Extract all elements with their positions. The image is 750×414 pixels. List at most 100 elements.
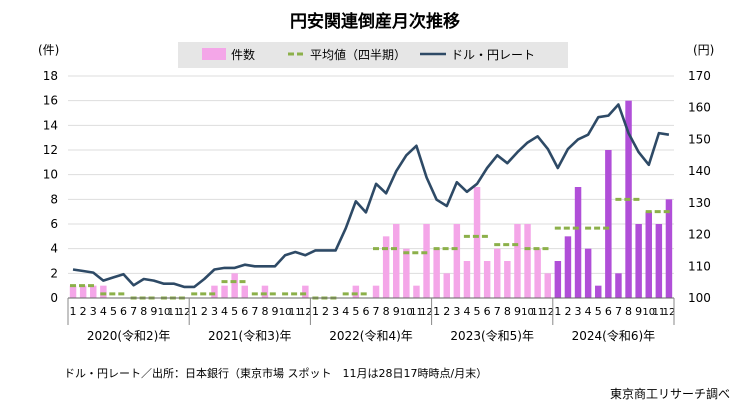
year-label: 2022(令和4)年: [329, 328, 413, 343]
count-bar: [473, 187, 481, 298]
month-tick-label: 6: [484, 305, 491, 318]
month-tick-label: 12: [299, 307, 312, 318]
month-tick-label: 12: [541, 307, 554, 318]
right-tick-label: 130: [688, 196, 711, 210]
count-bar: [443, 273, 450, 298]
month-tick-label: 3: [575, 305, 582, 318]
month-tick-label: 4: [100, 305, 107, 318]
month-tick-label: 2: [564, 305, 571, 318]
month-tick-label: 11: [531, 307, 544, 318]
count-bar: [605, 150, 612, 298]
month-tick-label: 4: [463, 305, 470, 318]
right-tick-label: 110: [688, 259, 711, 273]
year-label: 2021(令和3)年: [208, 328, 292, 343]
legend: 件数 平均値（四半期） ドル・円レート: [178, 42, 568, 68]
count-bar: [504, 261, 511, 298]
month-tick-label: 7: [251, 305, 258, 318]
month-tick-label: 10: [521, 307, 534, 318]
month-tick-label: 8: [504, 305, 511, 318]
month-tick-label: 1: [70, 305, 77, 318]
count-bar: [231, 273, 238, 298]
month-tick-label: 2: [80, 305, 87, 318]
count-bar: [524, 224, 531, 298]
left-tick-label: 18: [43, 69, 58, 83]
right-tick-label: 170: [688, 69, 711, 83]
left-tick-label: 12: [43, 143, 58, 157]
legend-label-count: 件数: [231, 47, 255, 62]
right-tick-label: 140: [688, 164, 711, 178]
count-bar: [302, 285, 309, 298]
source-note: ドル・円レート／出所：日本銀行（東京市場 スポット 11月は28日17時時点/月…: [64, 366, 487, 380]
count-bar: [382, 236, 390, 298]
month-tick-label: 8: [140, 305, 147, 318]
month-tick-label: 3: [211, 305, 218, 318]
legend-label-rate: ドル・円レート: [451, 48, 535, 62]
legend-label-average: 平均値（四半期）: [310, 47, 406, 62]
left-tick-label: 10: [43, 168, 58, 182]
month-tick-label: 5: [231, 305, 238, 318]
month-tick-label: 11: [652, 307, 665, 318]
month-tick-label: 1: [433, 305, 440, 318]
month-tick-label: 2: [322, 305, 329, 318]
count-bar: [534, 248, 541, 298]
month-tick-label: 4: [221, 305, 228, 318]
right-tick-label: 160: [688, 101, 711, 115]
legend-box: [178, 42, 568, 68]
axes: 0246810121416181001101201301401501601701…: [43, 69, 711, 343]
month-tick-label: 5: [352, 305, 359, 318]
chart-title: 円安関連倒産月次推移: [290, 11, 460, 32]
month-tick-label: 4: [585, 305, 592, 318]
count-bar: [595, 285, 602, 298]
month-tick-label: 7: [130, 305, 137, 318]
count-bar: [665, 199, 673, 298]
count-bar: [584, 248, 592, 298]
month-tick-label: 4: [342, 305, 349, 318]
count-bar: [463, 261, 471, 298]
count-bar: [69, 285, 77, 298]
count-bar: [393, 224, 400, 298]
month-tick-label: 2: [443, 305, 450, 318]
month-tick-label: 8: [383, 305, 390, 318]
count-bar: [413, 285, 420, 298]
month-tick-label: 9: [393, 305, 400, 318]
month-tick-label: 7: [373, 305, 380, 318]
left-tick-label: 8: [50, 192, 58, 206]
count-bar: [433, 248, 440, 298]
month-tick-label: 1: [191, 305, 198, 318]
month-tick-label: 9: [635, 305, 642, 318]
count-bar: [635, 224, 642, 298]
month-tick-label: 10: [158, 307, 171, 318]
count-bar: [655, 224, 663, 298]
month-tick-label: 12: [178, 307, 191, 318]
month-tick-label: 6: [362, 305, 369, 318]
count-bar: [544, 273, 551, 298]
count-bar: [514, 224, 521, 298]
legend-swatch-bar: [202, 48, 226, 60]
credit: 東京商工リサーチ調べ: [610, 386, 730, 401]
month-tick-label: 8: [261, 305, 268, 318]
count-bar: [352, 285, 360, 298]
month-tick-label: 10: [642, 307, 655, 318]
month-tick-label: 1: [312, 305, 319, 318]
count-bar: [241, 285, 248, 298]
month-tick-label: 12: [420, 307, 433, 318]
count-bar: [221, 285, 228, 298]
month-tick-label: 9: [272, 305, 279, 318]
year-label: 2020(令和2)年: [87, 328, 171, 343]
month-tick-label: 12: [663, 307, 676, 318]
count-bar: [211, 285, 218, 298]
left-tick-label: 16: [43, 94, 58, 108]
usd-jpy-line: [72, 103, 670, 289]
month-tick-label: 6: [605, 305, 612, 318]
count-bar: [483, 261, 491, 298]
right-axis-unit: (円): [693, 43, 714, 57]
count-bar: [100, 285, 107, 298]
left-tick-label: 4: [50, 242, 58, 256]
month-tick-label: 7: [615, 305, 622, 318]
month-tick-label: 11: [410, 307, 423, 318]
left-tick-label: 14: [43, 118, 58, 132]
count-bar: [574, 187, 582, 298]
month-tick-label: 3: [453, 305, 460, 318]
year-label: 2024(令和6)年: [572, 328, 656, 343]
